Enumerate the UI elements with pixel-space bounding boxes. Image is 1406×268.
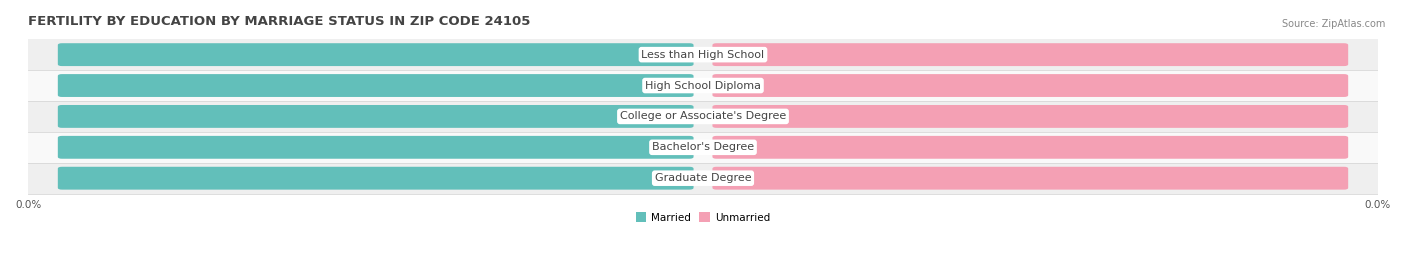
FancyBboxPatch shape — [58, 74, 693, 97]
Text: 0.0%: 0.0% — [651, 142, 681, 152]
Text: 0.0%: 0.0% — [651, 50, 681, 60]
FancyBboxPatch shape — [713, 74, 1348, 97]
FancyBboxPatch shape — [713, 105, 1348, 128]
Text: Graduate Degree: Graduate Degree — [655, 173, 751, 183]
Text: 0.0%: 0.0% — [725, 80, 755, 91]
FancyBboxPatch shape — [28, 70, 1378, 101]
Text: High School Diploma: High School Diploma — [645, 80, 761, 91]
FancyBboxPatch shape — [28, 101, 1378, 132]
Text: 0.0%: 0.0% — [725, 142, 755, 152]
FancyBboxPatch shape — [58, 105, 693, 128]
FancyBboxPatch shape — [58, 167, 693, 190]
FancyBboxPatch shape — [58, 43, 693, 66]
FancyBboxPatch shape — [713, 167, 1348, 190]
Text: College or Associate's Degree: College or Associate's Degree — [620, 111, 786, 121]
Legend: Married, Unmarried: Married, Unmarried — [631, 208, 775, 227]
Text: 0.0%: 0.0% — [725, 111, 755, 121]
Text: 0.0%: 0.0% — [725, 173, 755, 183]
FancyBboxPatch shape — [58, 136, 693, 159]
FancyBboxPatch shape — [28, 132, 1378, 163]
Text: Source: ZipAtlas.com: Source: ZipAtlas.com — [1281, 19, 1385, 29]
Text: FERTILITY BY EDUCATION BY MARRIAGE STATUS IN ZIP CODE 24105: FERTILITY BY EDUCATION BY MARRIAGE STATU… — [28, 15, 530, 28]
FancyBboxPatch shape — [713, 136, 1348, 159]
Text: 0.0%: 0.0% — [651, 173, 681, 183]
Text: Bachelor's Degree: Bachelor's Degree — [652, 142, 754, 152]
Text: 0.0%: 0.0% — [725, 50, 755, 60]
Text: 0.0%: 0.0% — [651, 80, 681, 91]
FancyBboxPatch shape — [713, 43, 1348, 66]
Text: 0.0%: 0.0% — [651, 111, 681, 121]
FancyBboxPatch shape — [28, 39, 1378, 70]
Text: Less than High School: Less than High School — [641, 50, 765, 60]
FancyBboxPatch shape — [28, 163, 1378, 194]
